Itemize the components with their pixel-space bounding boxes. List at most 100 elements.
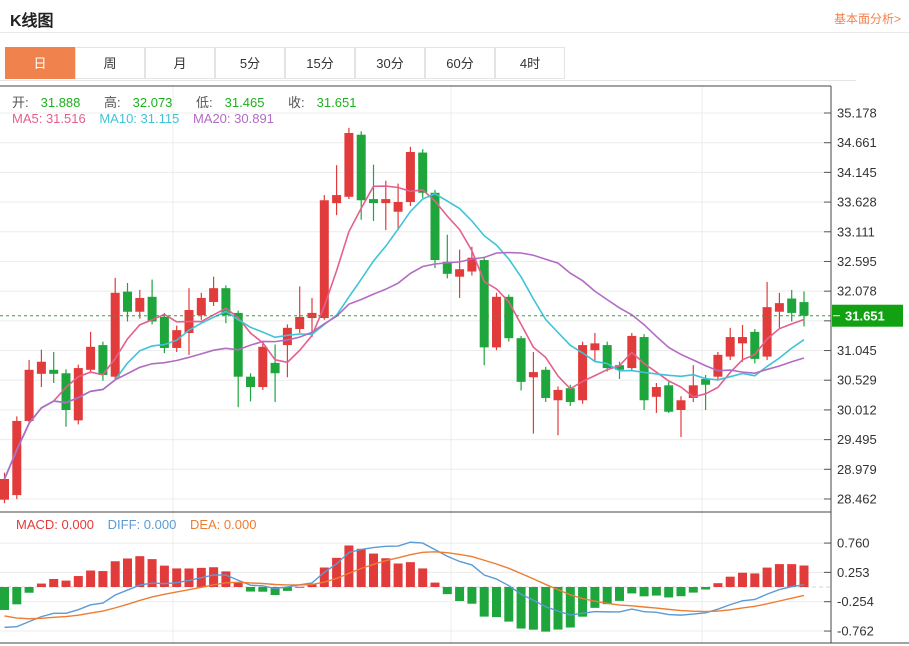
close-label: 收: (288, 95, 305, 110)
ohlc-legend: 开: 31.888 高: 32.073 低: 31.465 收: 31.651 (12, 92, 376, 111)
candle-body (86, 346, 96, 370)
macd-bar (738, 572, 747, 587)
open-value: 31.888 (40, 95, 81, 110)
price-axis-label: 35.178 (837, 106, 877, 121)
close-value: 31.651 (316, 95, 357, 110)
price-axis-label: 30.012 (837, 402, 877, 417)
macd-bar (688, 587, 698, 593)
tab-15min[interactable]: 15分 (285, 47, 355, 79)
price-axis-label: 31.045 (837, 343, 877, 358)
macd-bar (24, 587, 34, 593)
candle-body (258, 346, 268, 388)
candle-body (172, 330, 182, 348)
tab-4hour[interactable]: 4时 (495, 47, 565, 79)
macd-bar (615, 587, 624, 601)
candle-body (664, 385, 674, 412)
candle-body (651, 387, 661, 397)
macd-bar (270, 587, 280, 596)
tab-60min[interactable]: 60分 (425, 47, 495, 79)
candle-body (61, 373, 71, 411)
macd-bar (184, 568, 194, 587)
macd-bar (147, 559, 157, 587)
macd-bar (602, 587, 612, 605)
macd-bar (405, 562, 415, 587)
candle-body (209, 288, 219, 302)
ma5-line (3, 185, 805, 480)
macd-axis-label: 0.253 (837, 565, 870, 580)
macd-bar (504, 587, 514, 622)
dea-line (4, 551, 805, 620)
macd-bar (123, 558, 132, 587)
candle-body (73, 368, 83, 421)
candle-body (713, 354, 723, 377)
candle-body (553, 389, 563, 401)
tab-week[interactable]: 周 (75, 47, 145, 79)
header-divider (0, 32, 909, 33)
high-value: 32.073 (132, 95, 173, 110)
candle-body (516, 338, 526, 382)
macd-bar (455, 587, 465, 602)
candle-body (578, 345, 588, 401)
tab-day[interactable]: 日 (5, 47, 75, 79)
macd-bar (0, 587, 9, 610)
candle-body (479, 260, 489, 348)
macd-bar (61, 580, 71, 587)
candle-body (787, 298, 797, 313)
macd-bar (86, 570, 96, 587)
candle-body (12, 420, 22, 496)
candle-body (98, 345, 108, 375)
current-price-badge: 31.651 (832, 304, 903, 327)
macd-axis-label: -0.254 (837, 594, 874, 609)
macd-bar (467, 587, 477, 604)
candle-body (541, 369, 551, 398)
candle-body (110, 292, 120, 377)
macd-bar (442, 587, 452, 595)
candle-body (344, 133, 354, 197)
macd-bar (246, 587, 255, 592)
macd-bar (430, 582, 440, 587)
macd-bar (664, 587, 674, 598)
ma10-line (3, 192, 805, 480)
macd-bar (135, 556, 145, 587)
macd-bar (344, 545, 354, 587)
candle-body (701, 378, 711, 385)
candle-body (159, 316, 169, 348)
macd-bar (528, 587, 538, 630)
candle-body (639, 337, 649, 401)
ma10-legend: MA10: 31.115 (99, 111, 180, 126)
macd-bar (233, 582, 243, 587)
macd-bar (516, 587, 526, 629)
candle-body (196, 297, 206, 316)
tab-month[interactable]: 月 (145, 47, 215, 79)
candle-body (221, 288, 231, 316)
price-axis-label: 32.078 (837, 284, 877, 299)
fundamental-analysis-link[interactable]: 基本面分析> (833, 12, 901, 26)
macd-bar (369, 553, 378, 587)
open-label: 开: (12, 95, 29, 110)
candle-body (590, 343, 600, 351)
candle-body (528, 372, 538, 378)
macd-bar (725, 576, 735, 587)
ma5-legend: MA5: 31.516 (12, 111, 86, 126)
price-axis-label: 33.628 (837, 195, 877, 210)
candle-body (332, 195, 342, 204)
macd-bar (418, 568, 428, 587)
candle-body (774, 303, 784, 312)
macd-axis-label: 0.760 (837, 536, 870, 551)
candle-body (430, 192, 440, 261)
price-axis-label: 34.661 (837, 135, 877, 150)
macd-bar (307, 583, 317, 587)
tab-5min[interactable]: 5分 (215, 47, 285, 79)
ma-legend: MA5: 31.516 MA10: 31.115 MA20: 30.891 (12, 111, 284, 126)
macd-bar (258, 587, 268, 592)
low-value: 31.465 (224, 95, 265, 110)
macd-bar (12, 587, 22, 605)
macd-bar (393, 563, 403, 587)
tab-30min[interactable]: 30分 (355, 47, 425, 79)
macd-bar (221, 571, 231, 587)
low-label: 低: (196, 95, 213, 110)
macd-bar (627, 587, 637, 594)
candle-body (725, 337, 735, 357)
page-header: K线图 基本面分析> (0, 0, 909, 32)
